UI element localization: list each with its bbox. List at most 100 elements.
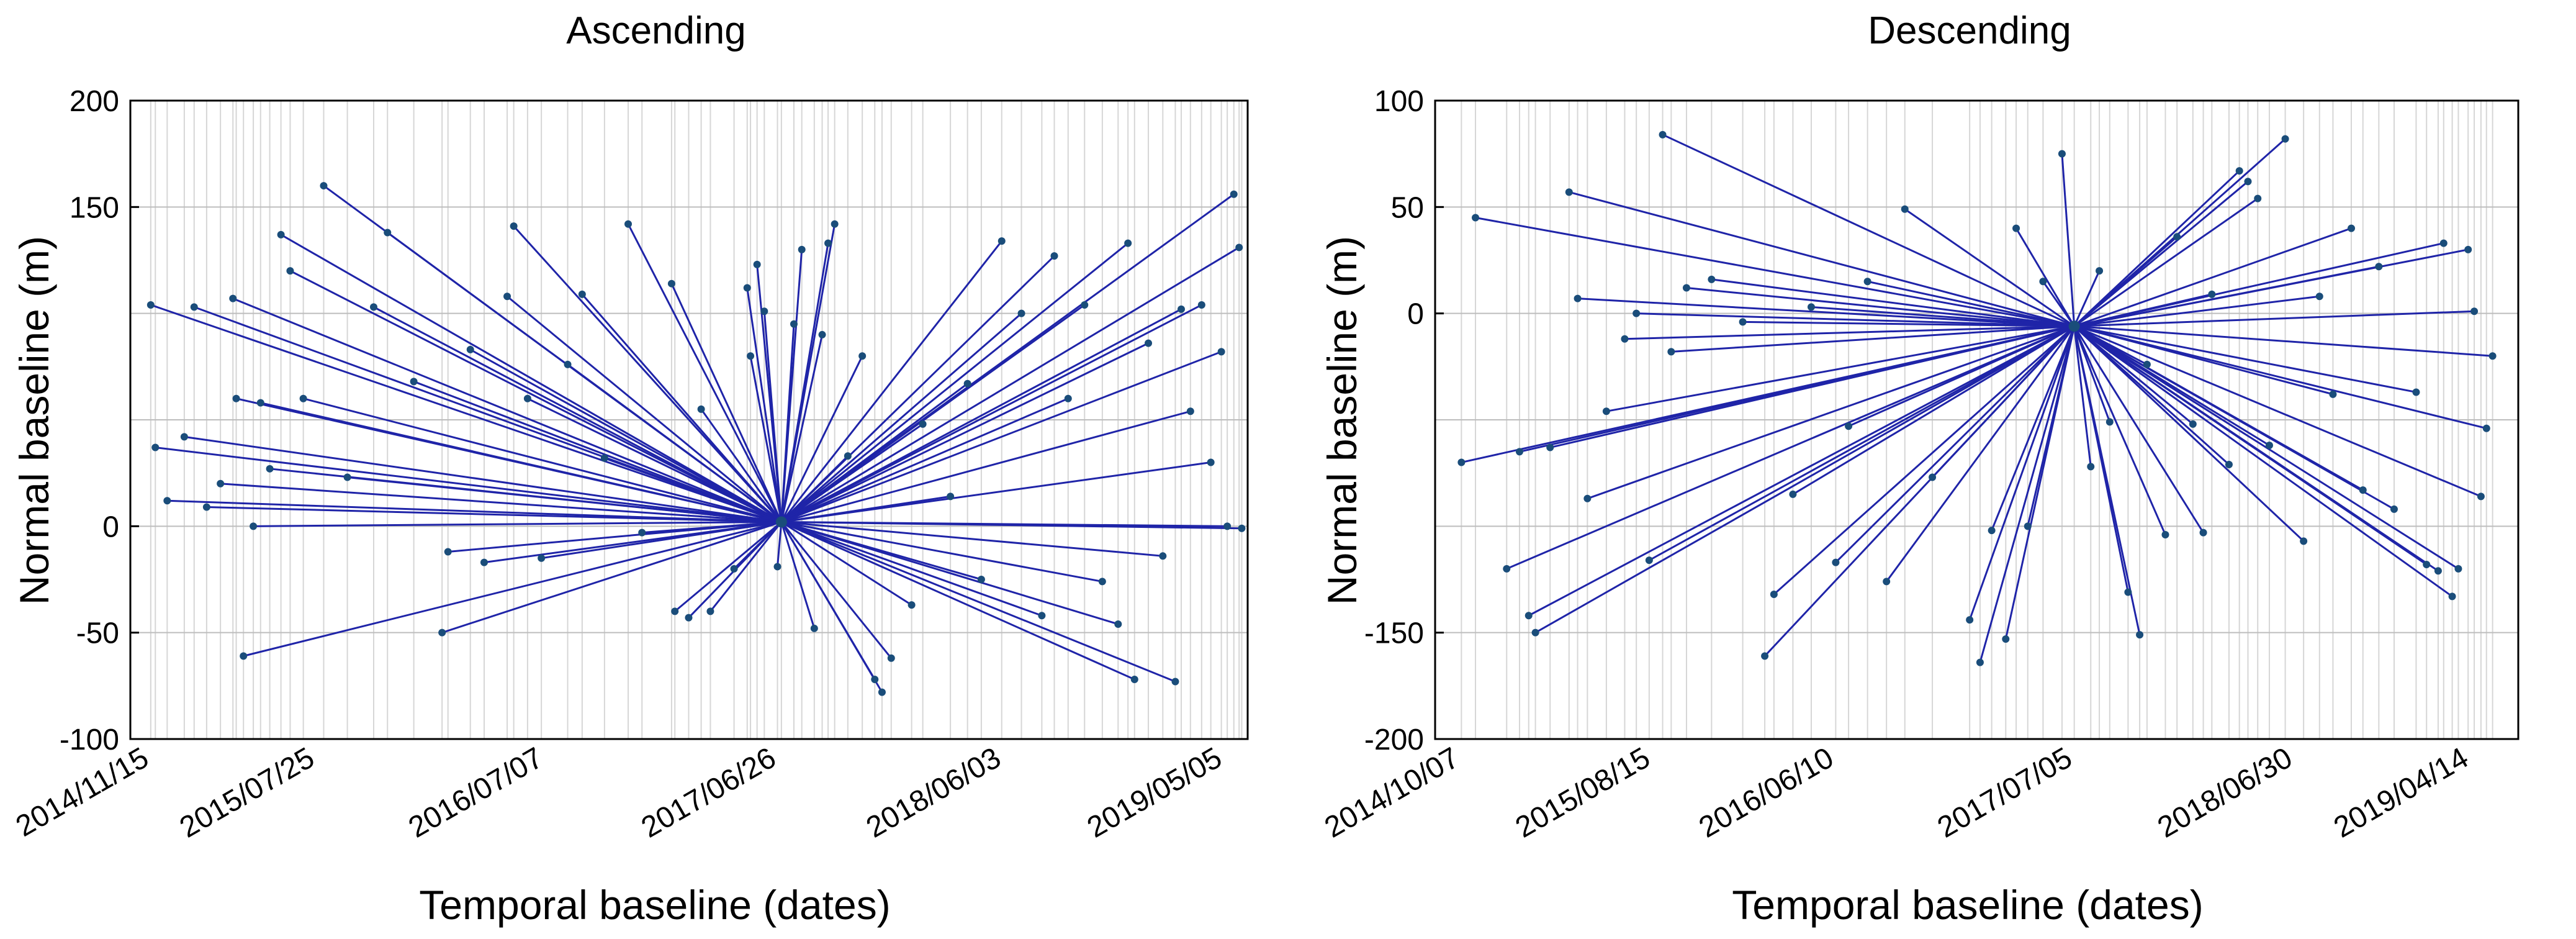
ascending-connection-line xyxy=(781,410,1191,523)
descending-connection-line xyxy=(1991,325,2076,531)
descending-connection-line xyxy=(2073,325,2395,510)
descending-connection-line xyxy=(2073,325,2141,635)
descending-connection-line xyxy=(2073,325,2453,597)
descending-connection-line xyxy=(1711,278,2074,327)
descending-acquisition-point xyxy=(2439,239,2448,247)
ascending-connection-line xyxy=(781,521,1135,681)
descending-acquisition-point xyxy=(1966,616,1974,624)
ascending-acquisition-point xyxy=(438,628,446,637)
descending-acquisition-point xyxy=(2434,567,2442,575)
ascending-acquisition-point xyxy=(217,479,225,488)
descending-connection-line xyxy=(1587,325,2075,500)
descending-acquisition-point xyxy=(1515,448,1523,456)
descending-connection-line xyxy=(1624,325,2074,340)
ascending-acquisition-point xyxy=(1223,522,1232,530)
descending-connection-line xyxy=(2073,325,2194,425)
descending-acquisition-point xyxy=(2315,293,2323,301)
ascending-connection-line xyxy=(507,296,782,523)
ascending-acquisition-point xyxy=(977,576,985,583)
ascending-connection-line xyxy=(541,520,782,560)
ascending-connection-line xyxy=(232,297,782,523)
ascending-connection-line xyxy=(150,304,782,523)
ascending-acquisition-point xyxy=(790,320,798,328)
ascending-acquisition-point xyxy=(919,420,927,428)
descending-acquisition-point xyxy=(1645,556,1653,565)
ascending-connection-line xyxy=(763,311,783,522)
ascending-acquisition-point xyxy=(1114,620,1122,628)
descending-acquisition-point xyxy=(2161,531,2169,539)
descending-x-tick-label: 2016/06/10 xyxy=(1693,742,1839,845)
ascending-acquisition-point xyxy=(638,528,646,537)
descending-acquisition-point xyxy=(1546,443,1554,451)
descending-acquisition-point xyxy=(2143,360,2151,368)
ascending-acquisition-point xyxy=(1207,458,1215,466)
descending-acquisition-point xyxy=(2024,522,2032,530)
ascending-acquisition-point xyxy=(523,394,531,402)
ascending-connection-line xyxy=(781,521,1103,583)
ascending-acquisition-point xyxy=(747,352,755,360)
descending-acquisition-point xyxy=(2359,486,2367,494)
descending-acquisition-point xyxy=(2254,194,2262,202)
ascending-y-tick-label: -50 xyxy=(76,617,119,650)
ascending-acquisition-point xyxy=(706,607,714,615)
descending-y-tick-label: -200 xyxy=(1364,724,1424,756)
ascending-x-tick-label: 2016/07/07 xyxy=(403,742,549,845)
descending-connection-line xyxy=(1848,325,2075,427)
descending-acquisition-point xyxy=(1807,303,1815,311)
descending-acquisition-point xyxy=(1633,309,1641,317)
ascending-connection-line xyxy=(303,397,782,523)
ascending-acquisition-point xyxy=(760,307,768,315)
descending-connection-line xyxy=(2073,326,2092,467)
ascending-acquisition-point xyxy=(510,222,518,230)
ascending-acquisition-point xyxy=(1038,612,1046,620)
ascending-acquisition-point xyxy=(146,301,155,309)
ascending-acquisition-point xyxy=(190,303,198,311)
ascending-connection-line xyxy=(781,247,1240,523)
descending-y-tick-label: 100 xyxy=(1374,85,1424,118)
ascending-x-tick-label: 2018/06/03 xyxy=(861,742,1007,845)
ascending-acquisition-point xyxy=(818,330,826,338)
descending-acquisition-point xyxy=(2208,290,2216,298)
descending-connection-line xyxy=(2074,227,2352,327)
descending-connection-line xyxy=(1671,325,2074,353)
descending-acquisition-point xyxy=(2173,233,2181,241)
ascending-acquisition-point xyxy=(320,182,328,190)
descending-acquisition-point xyxy=(2087,463,2095,471)
descending-acquisition-point xyxy=(1524,612,1533,620)
descending-acquisition-point xyxy=(2329,390,2337,398)
descending-connection-line xyxy=(2073,325,2439,572)
descending-connection-line xyxy=(2061,153,2076,327)
descending-x-tick-label: 2017/07/05 xyxy=(1932,742,2078,845)
ascending-connection-line xyxy=(780,242,1129,523)
ascending-acquisition-point xyxy=(1177,305,1185,313)
descending-acquisition-point xyxy=(2244,178,2252,186)
descending-acquisition-points xyxy=(1457,130,2497,666)
ascending-connection-line xyxy=(184,435,782,523)
ascending-acquisition-point xyxy=(503,293,511,301)
descending-acquisition-point xyxy=(1761,652,1769,660)
ascending-acquisition-point xyxy=(887,654,895,662)
ascending-acquisition-point xyxy=(240,652,248,660)
ascending-acquisition-point xyxy=(1197,301,1205,309)
ascending-connection-line xyxy=(347,476,782,523)
ascending-connection-line xyxy=(781,520,1242,530)
descending-acquisition-point xyxy=(1901,205,1909,213)
ascending-plot-frame xyxy=(129,99,1249,740)
descending-connection-line xyxy=(2073,325,2305,542)
ascending-acquisition-point xyxy=(266,465,274,473)
descending-acquisition-point xyxy=(1883,578,1891,586)
ascending-y-tick-label: 150 xyxy=(70,191,119,224)
descending-connection-line xyxy=(1885,325,2075,583)
ascending-connection-line xyxy=(441,521,782,634)
ascending-acquisition-point xyxy=(256,399,264,407)
descending-connection-line xyxy=(1773,325,2075,596)
descending-x-tick-label: 2015/08/15 xyxy=(1510,742,1656,845)
ascending-panel: -100 -50 0 150 200 2014/11/15 2015/07/25 2016/… xyxy=(11,9,1249,928)
ascending-connection-line xyxy=(780,521,892,659)
ascending-y-axis-label: Normal baseline (m) xyxy=(11,236,57,605)
descending-acquisition-point xyxy=(2096,267,2104,275)
descending-y-ticks: -200 -150 0 50 100 xyxy=(1364,85,1444,756)
descending-connection-line xyxy=(1931,325,2075,478)
ascending-title: Ascending xyxy=(566,9,746,52)
